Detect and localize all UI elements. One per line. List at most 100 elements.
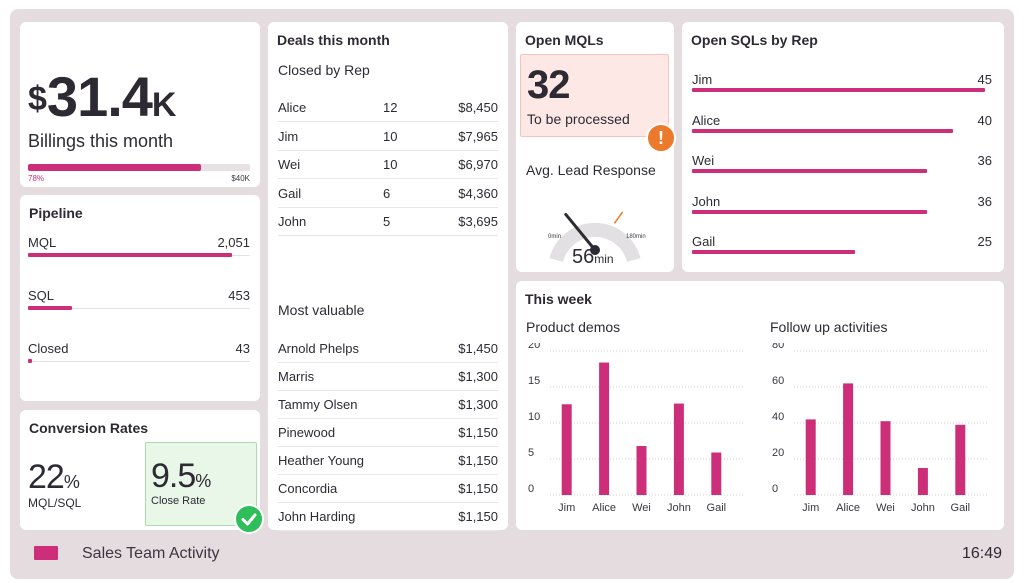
- closed-deal-count: 6: [383, 185, 391, 201]
- valuable-deal-amount: $1,300: [458, 397, 498, 412]
- sql-bar: [692, 169, 927, 173]
- closed-rep-name: John: [278, 214, 307, 229]
- valuable-deal-name: Arnold Phelps: [278, 341, 359, 356]
- gauge-value-unit: min: [594, 252, 614, 266]
- mql-sql-label: MQL/SQL: [28, 496, 82, 510]
- gauge-target-tick: [613, 211, 624, 224]
- closed-row: John 5 $3,695: [278, 208, 498, 236]
- alert-icon: !: [646, 123, 676, 153]
- pipeline-card: Pipeline MQL 2,051 SQL 453 Closed 43: [20, 195, 260, 401]
- demos-chart: 0 5 10 15 20 Jim Alice Wei John Gail: [528, 343, 745, 514]
- sql-rep-name: Wei: [692, 153, 715, 168]
- closed-row: Jim 10 $7,965: [278, 123, 498, 151]
- y-tick-label: 15: [528, 375, 540, 387]
- y-tick-label: 80: [772, 343, 784, 351]
- sql-bar: [692, 88, 986, 92]
- bar: [636, 446, 647, 495]
- pipeline-value: 2,051: [217, 235, 250, 250]
- valuable-deal-amount: $1,450: [458, 341, 498, 356]
- conversion-card: Conversion Rates 22% MQL/SQL 9.5% Close …: [20, 410, 264, 534]
- valuable-deal-amount: $1,150: [458, 453, 498, 468]
- sql-row: Alice 40: [692, 113, 992, 137]
- bar: [805, 419, 816, 495]
- mqls-value: 32: [527, 63, 570, 107]
- gauge-value-number: 56: [572, 246, 595, 268]
- valuable-deal-amount: $1,300: [458, 369, 498, 384]
- valuable-row: Pinewood $1,150: [278, 419, 498, 447]
- billings-label: Billings this month: [28, 131, 174, 151]
- mqls-title: Open MQLs: [525, 32, 604, 48]
- bar: [917, 468, 928, 495]
- valuable-deal-amount: $1,150: [458, 509, 498, 524]
- sql-rep-value: 36: [977, 193, 992, 209]
- close-rate-label: Close Rate: [151, 495, 206, 507]
- sql-rep-name: Gail: [692, 234, 716, 249]
- sql-rep-value: 25: [977, 234, 992, 249]
- pipeline-label: MQL: [28, 235, 57, 250]
- valuable-row: Heather Young $1,150: [278, 447, 498, 475]
- bar: [599, 362, 610, 495]
- mql-sql-rate: 22%: [28, 458, 80, 497]
- valuable-deal-name: Marris: [278, 369, 315, 384]
- valuable-deal-amount: $1,150: [458, 481, 498, 496]
- lead-response-gauge: [549, 211, 641, 262]
- deals-title: Deals this month: [277, 32, 390, 48]
- closed-row: Gail 6 $4,360: [278, 180, 498, 208]
- billings-progress-track: [28, 164, 250, 171]
- sql-rep-name: John: [692, 193, 721, 209]
- valuable-deal-name: Pinewood: [278, 425, 336, 440]
- sql-rep-value: 36: [977, 153, 992, 168]
- mql-sql-value: 22: [28, 458, 65, 496]
- conversion-title: Conversion Rates: [29, 420, 149, 436]
- x-tick-label: Jim: [802, 502, 819, 514]
- dashboard-frame: $31.4K Billings this month 78% $40K Pipe…: [10, 9, 1014, 579]
- y-tick-label: 40: [772, 411, 784, 423]
- mql-sql-unit: %: [63, 472, 80, 492]
- sql-rep-name: Jim: [692, 72, 713, 87]
- billings-progress-fill: [28, 164, 202, 171]
- x-tick-label: Gail: [707, 502, 727, 514]
- closed-deal-amount: $6,970: [458, 157, 498, 172]
- sql-rep-value: 40: [977, 112, 992, 128]
- pipeline-title: Pipeline: [29, 205, 83, 221]
- closed-by-rep-title: Closed by Rep: [278, 62, 370, 78]
- gauge-value: 56min: [572, 246, 614, 269]
- mqls-label: To be processed: [527, 111, 630, 127]
- x-tick-label: Wei: [876, 502, 895, 514]
- closed-rep-name: Alice: [278, 100, 307, 115]
- sqls-card: Open SQLs by Rep Jim 45 Alice 40 Wei 36 John 36…: [682, 22, 1004, 272]
- billings-progress-label: 78%: [28, 174, 45, 183]
- pipeline-track: [28, 308, 250, 309]
- sql-row: Jim 45: [692, 72, 992, 96]
- followup-chart-title: Follow up activities: [770, 319, 888, 335]
- lead-response-title: Avg. Lead Response: [526, 162, 656, 178]
- closed-rep-name: Wei: [278, 157, 301, 172]
- check-icon: [234, 504, 264, 534]
- x-tick-label: Wei: [632, 502, 651, 514]
- billings-suffix: K: [151, 86, 177, 124]
- billings-target-label: $40K: [231, 174, 250, 183]
- close-rate-unit: %: [195, 471, 212, 491]
- closed-deal-amount: $7,965: [458, 128, 498, 144]
- pipeline-label: Closed: [28, 341, 69, 356]
- billings-currency: $: [28, 80, 47, 118]
- gauge-min-label: 0min: [548, 234, 562, 240]
- pipeline-row: SQL 453: [28, 288, 250, 318]
- billings-amount: $31.4K: [28, 64, 177, 128]
- demos-chart-title: Product demos: [526, 319, 621, 335]
- pipeline-value: 43: [235, 341, 250, 356]
- footer-time: 16:49: [961, 545, 1002, 562]
- close-rate-number: 9.5: [151, 457, 196, 495]
- bar: [561, 404, 572, 495]
- x-tick-label: Alice: [592, 502, 616, 514]
- sql-row: John 36: [692, 194, 992, 218]
- pipeline-label: SQL: [28, 288, 55, 303]
- pipeline-row: Closed 43: [28, 341, 250, 371]
- closed-rep-name: Jim: [278, 128, 299, 144]
- pipeline-track: [28, 361, 250, 362]
- billings-card: $31.4K Billings this month 78% $40K: [20, 22, 260, 187]
- pipeline-bar: [28, 359, 33, 363]
- gauge-max-label: 180min: [626, 234, 646, 240]
- x-tick-label: Gail: [951, 502, 971, 514]
- valuable-row: Marris $1,300: [278, 363, 498, 391]
